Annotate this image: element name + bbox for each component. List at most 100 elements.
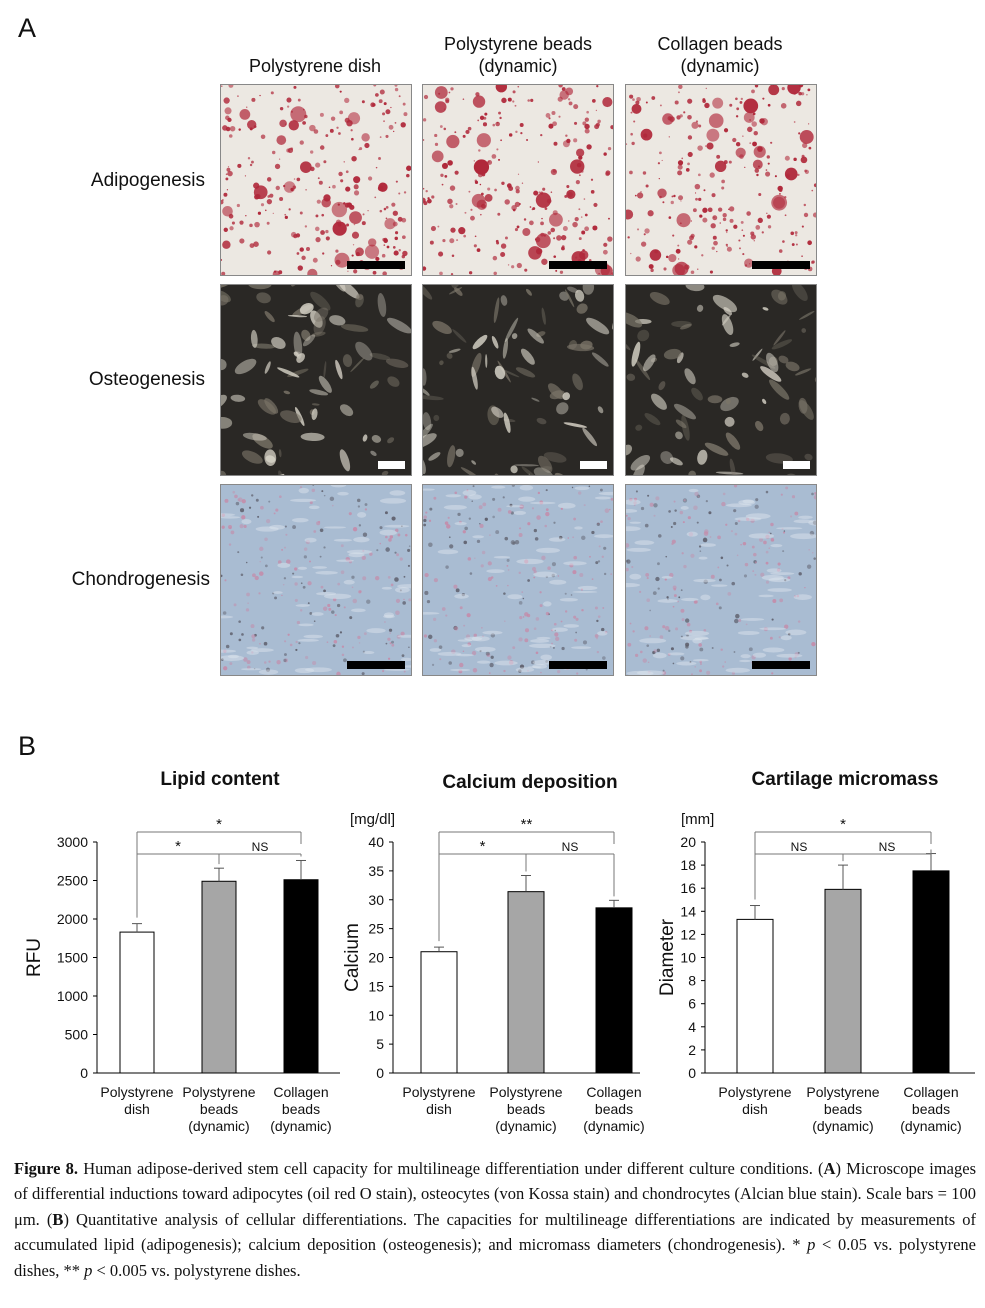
bar — [201, 880, 237, 1074]
y-tick-label: 20 — [680, 834, 696, 850]
category-label: Polystyrene beads (dynamic) — [182, 1084, 255, 1134]
y-tick-label: 0 — [80, 1065, 88, 1081]
scale-bar — [549, 261, 607, 269]
caption-p1-text: < 0.05 vs. polystyrene dishes, ** — [14, 1235, 976, 1280]
y-tick-label: 10 — [368, 1007, 384, 1023]
caption-intro: Human adipose-derived stem cell capacity… — [78, 1159, 824, 1178]
scale-bar — [347, 661, 405, 669]
column-header-polystyrene-dish: Polystyrene dish — [248, 56, 382, 76]
y-unit-label: [mm] — [681, 811, 714, 828]
y-tick-label: 1000 — [57, 988, 88, 1004]
y-tick-label: 500 — [65, 1027, 89, 1043]
panel-b-letter: B — [18, 731, 37, 761]
bar — [736, 918, 774, 1074]
y-tick-label: 4 — [688, 1019, 696, 1035]
bar — [595, 907, 633, 1074]
y-tick-label: 14 — [680, 903, 696, 919]
significance-label: ** — [521, 816, 533, 833]
figure-caption: Figure 8. Human adipose-derived stem cel… — [14, 1156, 976, 1283]
y-tick-label: 35 — [368, 863, 384, 879]
y-tick-label: 40 — [368, 834, 384, 850]
y-unit-label: [mg/dl] — [350, 811, 395, 828]
significance-label: * — [480, 838, 486, 855]
lipid-content-chart: 0 500 1000 1500 2000 2500 3000 RFU Polystyrene di… — [24, 816, 340, 1134]
y-tick-label: 20 — [368, 950, 384, 966]
caption-a-text: ) Microscope images of differential indu… — [14, 1159, 976, 1229]
significance-label: * — [216, 816, 222, 833]
caption-p2-text: < 0.005 vs. polystyrene dishes. — [92, 1260, 301, 1280]
y-axis-label: Diameter — [657, 918, 678, 996]
y-tick-label: 18 — [680, 857, 696, 873]
y-tick-label: 15 — [368, 978, 384, 994]
scale-bar — [347, 261, 405, 269]
caption-p2: p — [84, 1260, 93, 1280]
bar — [119, 931, 155, 1074]
bar — [824, 888, 862, 1074]
y-tick-label: 25 — [368, 921, 384, 937]
y-tick-label: 8 — [688, 973, 696, 989]
y-tick-label: 0 — [688, 1065, 696, 1081]
category-label: Polystyrene dish — [718, 1084, 791, 1117]
y-tick-label: 10 — [680, 950, 696, 966]
caption-b-label: B — [52, 1209, 64, 1229]
category-label: Collagen beads (dynamic) — [583, 1084, 644, 1134]
micrograph-chondrogenesis-collagen-beads — [625, 484, 817, 676]
scale-bar — [752, 661, 810, 669]
caption-a-label: A — [823, 1159, 836, 1178]
y-tick-label: 30 — [368, 892, 384, 908]
category-label: Polystyrene dish — [100, 1084, 173, 1117]
micrograph-osteogenesis-collagen-beads — [625, 284, 817, 476]
caption-figure-label: Figure 8. — [14, 1159, 79, 1178]
chart-title-cartilage: Cartilage micromass — [751, 769, 939, 790]
significance-label: NS — [791, 840, 808, 854]
micrograph-osteogenesis-polystyrene-beads — [422, 284, 614, 476]
chart-title-lipid: Lipid content — [160, 769, 280, 790]
y-tick-label: 12 — [680, 926, 696, 942]
cartilage-micromass-chart: 0 2 4 6 8 10 12 14 16 18 20 Diameter [mm] Polystyrene… — [657, 811, 975, 1134]
y-tick-label: 3000 — [57, 834, 88, 850]
category-label: Collagen beads (dynamic) — [270, 1084, 331, 1134]
category-label: Collagen beads (dynamic) — [900, 1084, 961, 1134]
scale-bar — [752, 261, 810, 269]
column-header-polystyrene-beads: Polystyrene beads (dynamic) — [443, 34, 593, 76]
y-tick-label: 6 — [688, 996, 696, 1012]
scale-bar — [378, 461, 405, 469]
column-header-collagen-beads: Collagen beads (dynamic) — [657, 34, 783, 76]
scale-bar — [549, 661, 607, 669]
calcium-deposition-chart: 0 5 10 15 20 25 30 35 40 Calcium [mg/dl] Polystyren… — [342, 811, 645, 1134]
category-label: Polystyrene beads (dynamic) — [489, 1084, 562, 1134]
micrograph-adipogenesis-polystyrene-beads — [422, 84, 614, 276]
micrograph-osteogenesis-polystyrene-dish — [220, 284, 412, 476]
y-axis-label: RFU — [24, 938, 45, 977]
bar — [420, 951, 458, 1074]
y-tick-label: 1500 — [57, 950, 88, 966]
micrograph-adipogenesis-collagen-beads — [625, 84, 817, 276]
scale-bar — [783, 461, 810, 469]
caption-b-text: ) Quantitative analysis of cellular diff… — [14, 1209, 976, 1255]
y-tick-label: 0 — [376, 1065, 384, 1081]
significance-label: NS — [879, 840, 896, 854]
y-tick-label: 2000 — [57, 911, 88, 927]
scale-bar — [580, 461, 607, 469]
y-axis-label: Calcium — [342, 923, 363, 992]
micrograph-adipogenesis-polystyrene-dish — [220, 84, 412, 276]
category-label: Polystyrene beads (dynamic) — [806, 1084, 879, 1134]
y-tick-label: 2 — [688, 1042, 696, 1058]
significance-label: * — [175, 838, 181, 855]
bar — [283, 879, 319, 1074]
significance-label: * — [840, 816, 846, 833]
bar — [912, 870, 950, 1074]
caption-p1: p — [807, 1235, 816, 1255]
category-label: Polystyrene dish — [402, 1084, 475, 1117]
significance-label: NS — [562, 840, 579, 854]
panel-a-letter: A — [18, 13, 37, 43]
chart-title-calcium: Calcium deposition — [442, 772, 618, 793]
row-label-osteogenesis: Osteogenesis — [88, 369, 205, 390]
row-label-adipogenesis: Adipogenesis — [90, 170, 205, 191]
y-tick-label: 5 — [376, 1036, 384, 1052]
bar — [507, 891, 545, 1074]
y-tick-label: 16 — [680, 880, 696, 896]
micrograph-chondrogenesis-polystyrene-beads — [422, 484, 614, 676]
y-tick-label: 2500 — [57, 873, 88, 889]
micrograph-chondrogenesis-polystyrene-dish — [220, 484, 412, 676]
